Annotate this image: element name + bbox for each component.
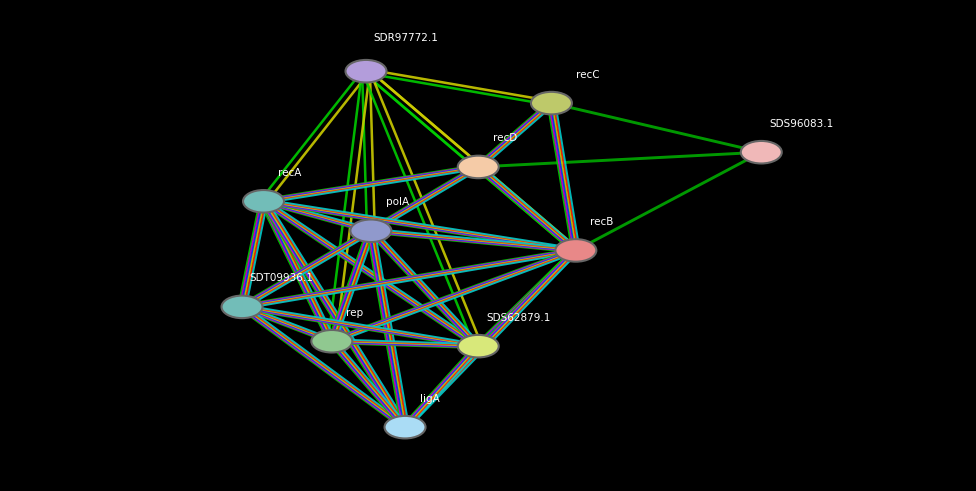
- Text: polA: polA: [386, 197, 409, 207]
- Ellipse shape: [311, 330, 352, 353]
- Text: SDS96083.1: SDS96083.1: [769, 119, 834, 129]
- Text: SDR97772.1: SDR97772.1: [374, 33, 438, 43]
- Text: recC: recC: [576, 70, 599, 80]
- Ellipse shape: [741, 141, 782, 164]
- Ellipse shape: [222, 296, 263, 318]
- Ellipse shape: [458, 335, 499, 357]
- Ellipse shape: [385, 416, 426, 438]
- Ellipse shape: [243, 190, 284, 213]
- Ellipse shape: [458, 156, 499, 178]
- Text: SDT09936.1: SDT09936.1: [250, 273, 313, 283]
- Text: recD: recD: [493, 134, 517, 143]
- Ellipse shape: [555, 239, 596, 262]
- Text: recB: recB: [590, 217, 614, 227]
- Ellipse shape: [346, 60, 386, 82]
- Ellipse shape: [531, 92, 572, 114]
- Text: ligA: ligA: [420, 394, 439, 404]
- Text: recA: recA: [278, 168, 302, 178]
- Text: rep: rep: [346, 308, 364, 318]
- Ellipse shape: [350, 219, 391, 242]
- Text: SDS62879.1: SDS62879.1: [486, 313, 550, 323]
